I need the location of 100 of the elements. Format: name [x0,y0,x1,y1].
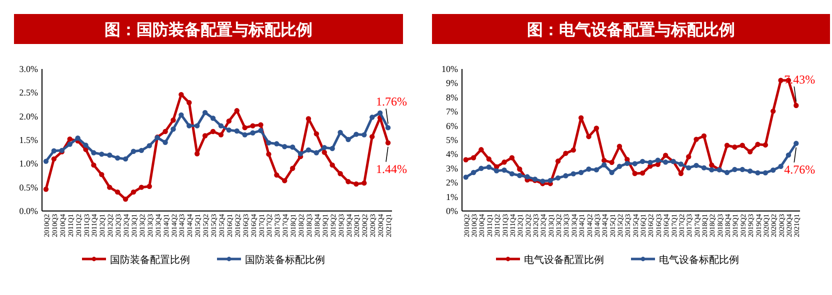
point [234,128,240,134]
point [170,126,176,132]
point [770,168,776,173]
y-tick-label: 2.0% [19,111,38,122]
point [794,102,799,108]
point [540,178,546,184]
point [282,144,288,150]
point [43,186,49,192]
point [732,166,738,172]
point [210,128,216,134]
point [586,134,592,140]
point [701,165,707,170]
point [362,180,367,186]
y-tick-label: 7% [446,106,458,117]
point [747,149,753,154]
point [242,125,248,130]
point [694,162,699,168]
point [114,189,120,195]
point [162,128,168,134]
point [709,167,714,172]
point [138,184,144,190]
point [502,160,507,165]
point [274,172,280,178]
annotation: 1.76% [376,94,408,109]
point [732,144,738,150]
point [91,150,96,156]
point [346,179,351,184]
point [602,162,607,168]
point [740,166,745,172]
point [563,173,568,178]
point [322,150,327,155]
point [602,158,607,164]
point [194,123,200,128]
y-tick-label: 0.5% [19,182,38,192]
point [370,134,375,140]
point [178,112,184,118]
point [338,130,343,136]
point [632,170,638,176]
point [662,152,668,158]
point [509,155,515,160]
point [616,164,622,170]
point [186,123,192,128]
point [609,170,614,176]
point [330,162,335,168]
point [678,170,684,176]
point [724,142,730,148]
point [242,132,248,138]
y-tick-label: 1% [446,192,458,202]
point [314,131,320,136]
point [306,147,312,153]
annotation: 4.76% [784,162,816,176]
point [138,148,144,154]
point [306,116,312,122]
point [282,178,288,184]
chart-title: 图：电气设备配置与标配比例 [527,21,735,39]
point [114,155,120,161]
point [548,178,553,184]
point [377,110,383,116]
point [555,175,561,181]
legend-label: 电气设备标配比例 [659,254,739,266]
point [250,123,256,128]
point [210,116,216,121]
point [330,146,335,152]
point [778,164,784,170]
point [470,170,476,176]
point [648,160,653,166]
point [770,108,776,114]
point [186,100,192,106]
point [755,170,760,176]
point [640,170,646,176]
point [107,152,112,158]
point [258,122,264,128]
point [755,142,760,147]
point [563,150,568,156]
point [122,156,128,162]
point [662,160,668,165]
point [778,78,784,83]
point [194,151,200,156]
point [202,133,208,138]
y-tick-label: 3.0% [19,64,38,74]
annotation: 7.43% [784,72,816,86]
y-tick-label: 10% [442,64,458,74]
y-tick-label: 3% [446,163,458,174]
point [570,171,576,176]
point [218,132,224,138]
point [99,172,104,178]
point [178,92,184,98]
point [51,156,57,162]
point [370,114,375,120]
point [130,189,136,195]
point [91,162,96,168]
point [624,160,630,166]
point [218,123,224,128]
point [786,152,792,158]
point [290,166,296,171]
point [202,110,208,116]
point [478,166,484,171]
point [470,155,476,160]
point [762,142,768,148]
point [517,172,522,178]
